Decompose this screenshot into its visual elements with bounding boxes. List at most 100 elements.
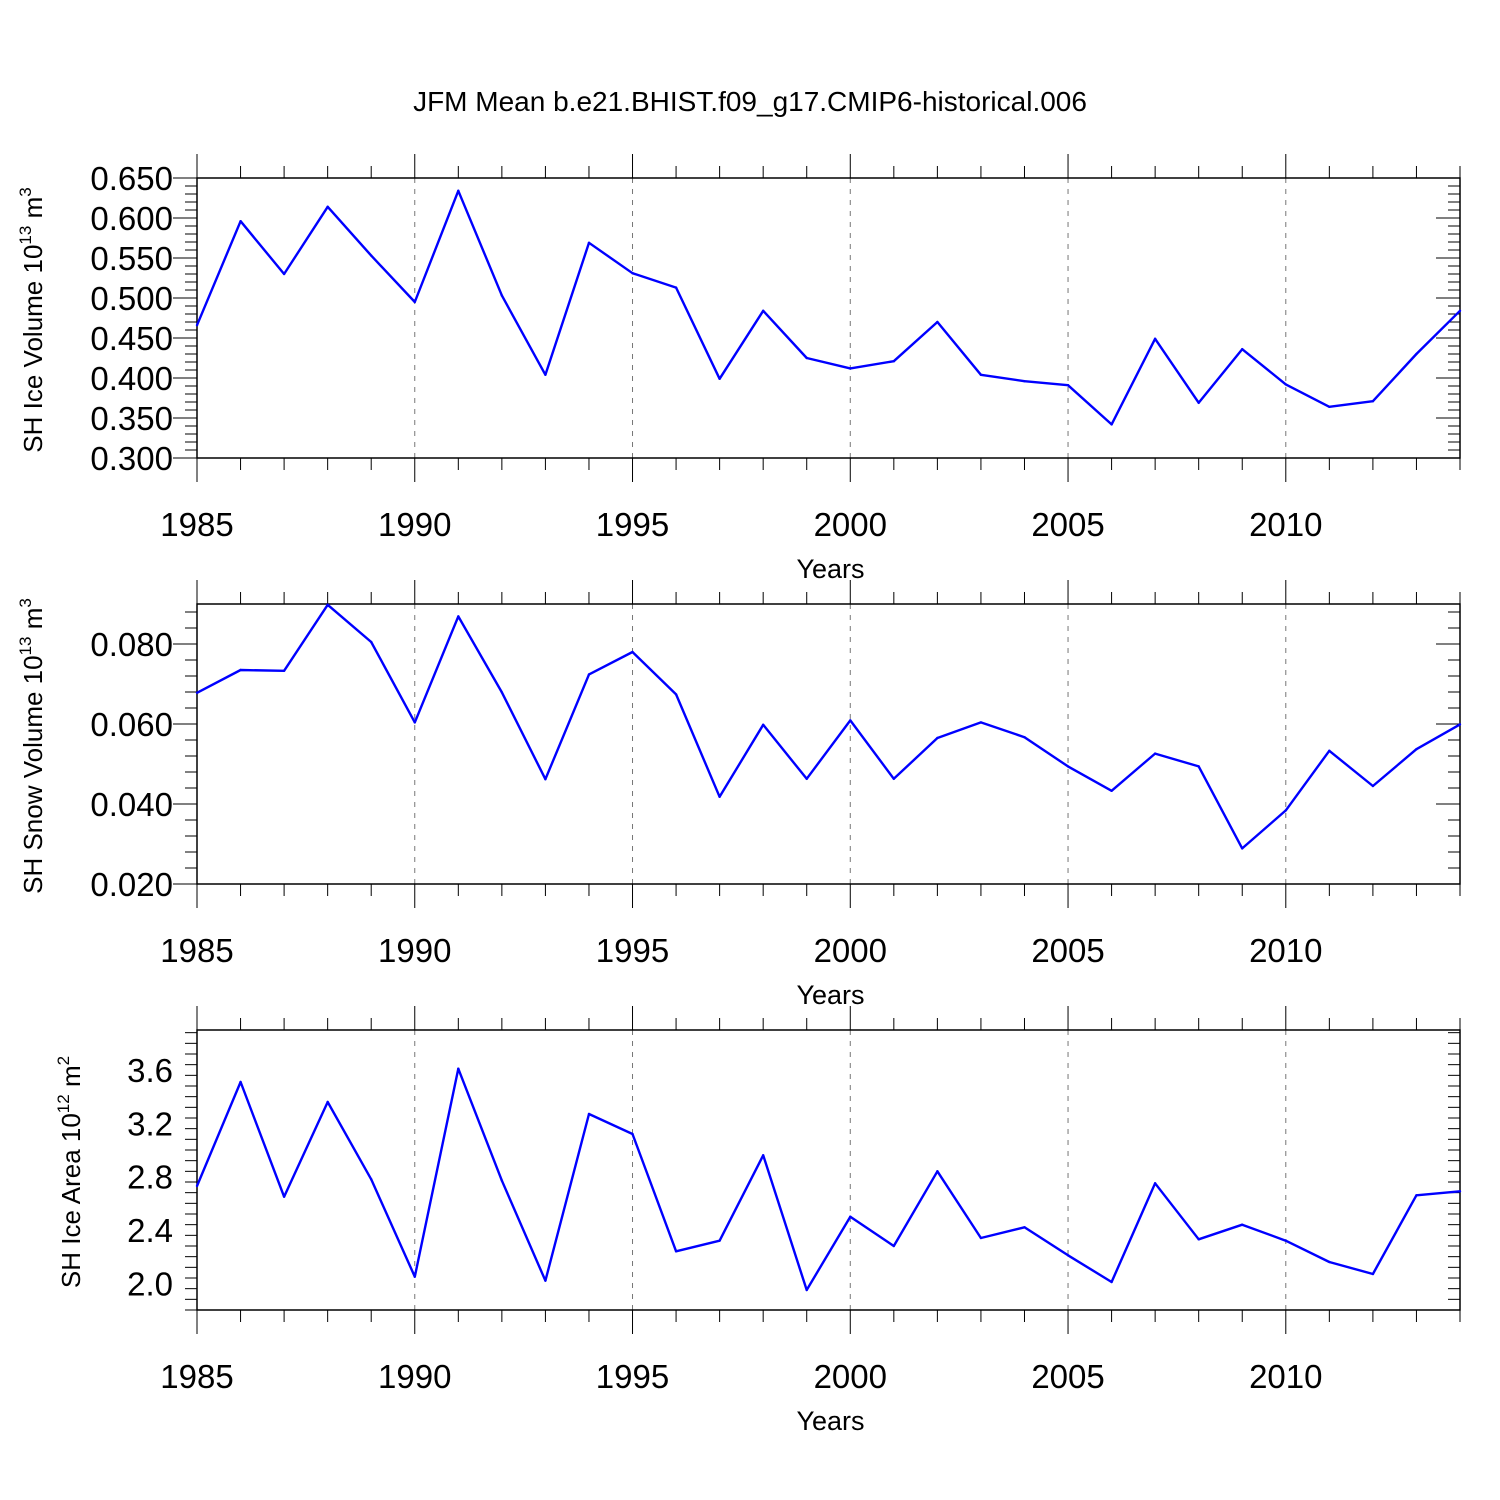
- data-point: [1153, 337, 1157, 340]
- data-point: [587, 673, 591, 676]
- data-point: [1371, 784, 1375, 788]
- x-tick-label: 2005: [1031, 1358, 1104, 1395]
- data-point: [1110, 789, 1113, 792]
- data-point: [370, 1178, 373, 1181]
- data-point: [195, 1184, 199, 1188]
- y-axis-label-part: SH Snow Volume 10: [18, 655, 48, 893]
- data-point: [892, 777, 896, 780]
- data-point: [282, 669, 286, 672]
- data-point: [587, 241, 591, 244]
- plot-frame: [196, 1029, 1461, 1311]
- data-point: [1197, 765, 1200, 768]
- data-point: [631, 1132, 634, 1136]
- y-axis-label-part: SH Ice Volume 10: [18, 245, 48, 453]
- data-point: [936, 1170, 939, 1173]
- data-point: [500, 1179, 504, 1182]
- x-tick-label: 1985: [160, 932, 233, 969]
- y-tick-label: 0.550: [90, 240, 173, 277]
- plot-frame: [196, 177, 1461, 459]
- data-point: [979, 373, 983, 376]
- data-point: [1328, 1260, 1331, 1264]
- x-tick-label: 1990: [378, 506, 451, 543]
- data-point: [849, 719, 852, 722]
- data-point: [1415, 352, 1418, 356]
- y-tick-label: 0.060: [90, 706, 173, 743]
- y-axis-label-superscript: 2: [54, 1056, 73, 1065]
- data-point: [326, 603, 329, 606]
- series-line: [196, 603, 1461, 850]
- y-axis-label-superscript: 3: [16, 187, 35, 196]
- y-tick-label: 0.650: [90, 160, 173, 197]
- y-tick-label: 2.0: [127, 1265, 173, 1302]
- x-axis-label: Years: [796, 980, 864, 1010]
- data-point: [892, 1244, 896, 1248]
- data-point: [195, 324, 199, 327]
- y-axis-label: SH Ice Area 1012 m2: [54, 1056, 86, 1288]
- data-point: [718, 795, 721, 798]
- y-tick-label: 0.080: [90, 626, 173, 663]
- x-tick-label: 2000: [814, 932, 887, 969]
- data-point: [892, 360, 896, 363]
- data-point: [1241, 847, 1244, 850]
- series-line: [195, 1067, 1461, 1292]
- data-point: [370, 640, 373, 644]
- data-point: [326, 1100, 329, 1104]
- chart-panel-3: 1985 1990 1995 2000 2005 2010 2.0 2.4 2.8 3.2 3.6 Y…: [54, 1006, 1462, 1436]
- data-point: [1458, 309, 1462, 312]
- x-tick-label: 1985: [160, 506, 233, 543]
- x-tick-label: 2010: [1249, 506, 1322, 543]
- data-point: [674, 286, 678, 289]
- data-point: [457, 1067, 460, 1070]
- y-tick-label: 2.8: [127, 1159, 173, 1196]
- x-tick-label: 1995: [596, 1358, 669, 1395]
- data-point: [849, 367, 852, 370]
- data-point: [718, 1239, 721, 1242]
- x-tick-label: 1990: [378, 932, 451, 969]
- data-point: [282, 1195, 286, 1198]
- chart-panel-2: 1985 1990 1995 2000 2005 2010 0.020 0.040 0.060 0…: [16, 580, 1462, 1010]
- data-point: [718, 377, 721, 380]
- data-point: [457, 615, 460, 618]
- data-point: [1066, 765, 1070, 768]
- data-point: [1415, 1194, 1418, 1197]
- data-point: [239, 220, 242, 223]
- series-line: [195, 189, 1461, 426]
- data-point: [1415, 748, 1418, 751]
- data-point: [1153, 1182, 1157, 1185]
- x-tick-label: 2010: [1249, 932, 1322, 969]
- y-tick-label: 0.020: [90, 866, 173, 903]
- x-tick-label: 1985: [160, 1358, 233, 1395]
- data-point: [1371, 1272, 1375, 1276]
- data-point: [1023, 736, 1026, 739]
- data-point: [674, 693, 678, 696]
- y-axis-label-part: SH Ice Area 10: [56, 1113, 86, 1288]
- y-axis-label-superscript: 13: [16, 636, 35, 655]
- x-tick-label: 2000: [814, 506, 887, 543]
- plot-frame: [196, 603, 1461, 885]
- data-point: [1197, 401, 1200, 404]
- data-point: [1284, 383, 1287, 386]
- data-point: [1328, 405, 1331, 408]
- y-axis-label: SH Ice Volume 1013 m3: [16, 187, 48, 452]
- data-point: [1023, 380, 1026, 383]
- data-point: [195, 691, 199, 694]
- data-point: [500, 294, 504, 297]
- data-point: [631, 272, 634, 275]
- y-axis-label-part: m: [56, 1065, 86, 1094]
- data-point: [1066, 384, 1070, 387]
- data-point: [805, 1288, 808, 1292]
- data-point: [936, 736, 939, 740]
- data-point: [1110, 423, 1113, 426]
- data-point: [631, 650, 634, 654]
- data-point: [1241, 1223, 1244, 1226]
- x-tick-label: 1995: [596, 506, 669, 543]
- data-point: [544, 373, 547, 376]
- data-point: [805, 356, 808, 360]
- data-point: [239, 668, 242, 672]
- data-point: [239, 1080, 242, 1084]
- x-tick-label: 1990: [378, 1358, 451, 1395]
- data-point: [500, 691, 504, 694]
- data-point: [849, 1215, 852, 1218]
- y-tick-label: 0.300: [90, 440, 173, 477]
